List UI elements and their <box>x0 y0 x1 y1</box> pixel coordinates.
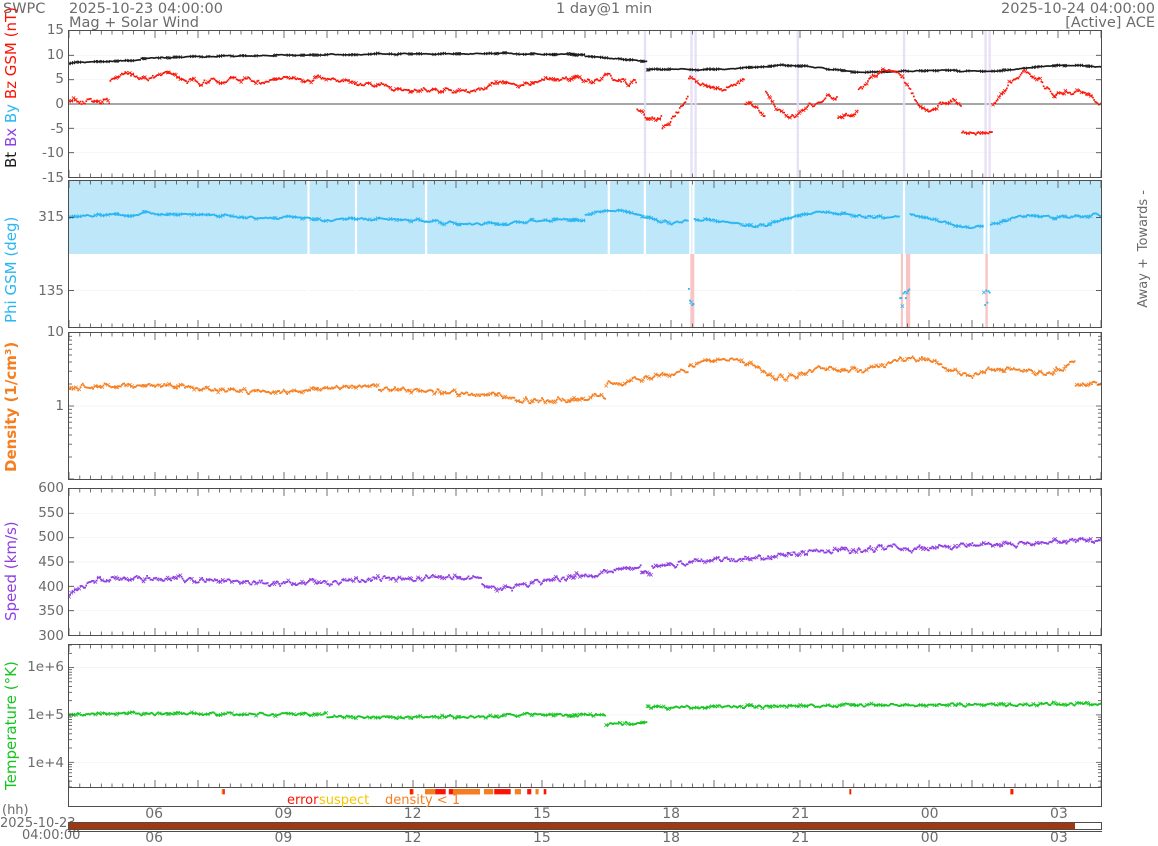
coverage-fill <box>69 823 1076 829</box>
panel-density-yticks: 10 1 <box>0 324 64 480</box>
x-tick-label: 12 <box>403 806 422 822</box>
x-tick-label: 18 <box>662 806 681 822</box>
x-tick-label: 09 <box>274 830 293 846</box>
flag-legend-error: error <box>287 793 319 808</box>
x-tick-label: 06 <box>145 806 164 822</box>
x-tick-label: 21 <box>791 830 810 846</box>
x-tick-label: 15 <box>532 830 551 846</box>
panel-phi-yticks: 315 135 <box>0 180 64 328</box>
x-tick-label: 03 <box>1049 830 1068 846</box>
y-tick-label: -10 <box>41 145 64 162</box>
y-tick-label: -15 <box>41 170 64 186</box>
phi-away-label: Away + <box>1136 258 1151 308</box>
x-tick-label: 00 <box>920 806 939 822</box>
y-tick-label: 300 <box>38 628 64 644</box>
x-axis-labels-top: 06 09 12 15 18 21 00 03 <box>68 806 1102 823</box>
y-tick-label: 10 <box>46 324 64 340</box>
panel-speed-yticks: 600 550 500 450 400 350 300 <box>0 480 64 644</box>
y-tick-label: 550 <box>38 504 64 521</box>
panel-temperature-yticks: 1e+6 1e+5 1e+4 <box>0 644 64 788</box>
ylabel-part-by: By <box>2 99 20 124</box>
y-tick-label: 315 <box>38 209 64 225</box>
panel-temperature <box>68 644 1102 788</box>
flag-legend-suspect: suspect <box>319 793 370 808</box>
ylabel-part-bz: Bz GSM (nT) <box>2 7 20 100</box>
hh-label: (hh) <box>2 803 29 818</box>
x-tick-label: 06 <box>145 830 164 846</box>
y-tick-label: 135 <box>38 283 64 299</box>
x-tick-label: 03 <box>1049 806 1068 822</box>
y-tick-label: 1e+5 <box>27 706 64 723</box>
panel-mag <box>68 30 1102 178</box>
date-label: 2025-10-23 <box>0 816 76 831</box>
y-tick-label: -5 <box>50 120 64 137</box>
panel-density-ylabel: Density (1/cm³) <box>2 341 20 472</box>
y-tick-label: 450 <box>38 554 64 570</box>
panel-phi <box>68 180 1102 328</box>
panel-mag-yticks: 15 10 5 0 -5 -10 -15 <box>0 22 64 186</box>
header: SWPC 2025-10-23 04:00:00 Mag + Solar Win… <box>0 0 1158 31</box>
y-tick-label: 350 <box>38 603 64 620</box>
y-tick-label: 15 <box>46 22 64 38</box>
x-tick-label: 12 <box>403 830 422 846</box>
panel-phi-ylabel: Phi GSM (deg) <box>2 216 20 323</box>
flag-strip <box>68 788 1102 807</box>
y-tick-label: 600 <box>38 480 64 496</box>
ylabel-part-bt: Bt <box>2 147 20 168</box>
panel-mag-ylabel: Bt Bx By Bz GSM (nT) <box>2 7 20 168</box>
y-tick-label: 400 <box>38 578 64 595</box>
y-tick-label: 1e+4 <box>27 754 64 771</box>
x-tick-label: 21 <box>791 806 810 822</box>
panel-speed <box>68 488 1102 636</box>
y-tick-label: 10 <box>46 46 64 63</box>
end-time: 2025-10-24 04:00:00 <box>1001 1 1155 17</box>
coverage-bar <box>68 822 1102 830</box>
phi-towards-label: Towards - <box>1136 190 1151 252</box>
panel-temperature-ylabel: Temperature (°K) <box>2 661 20 790</box>
source-label: [Active] ACE <box>1065 15 1155 31</box>
y-tick-label: 5 <box>55 71 64 88</box>
time-label: 04:00:00 <box>22 828 81 843</box>
cadence-label: 1 day@1 min <box>556 1 653 17</box>
x-tick-label: 18 <box>662 830 681 846</box>
agency-label: SWPC <box>3 1 46 17</box>
ylabel-part-bx: Bx <box>2 123 20 148</box>
y-tick-label: 1 <box>55 398 64 414</box>
x-axis-labels-bottom: 06 09 12 15 18 21 00 03 <box>68 830 1102 846</box>
flag-legend-density: density < 1 <box>385 793 461 808</box>
plot-subtitle: Mag + Solar Wind <box>69 15 199 31</box>
y-tick-label: 1e+6 <box>27 658 64 675</box>
y-tick-label: 0 <box>55 96 64 112</box>
panel-speed-ylabel: Speed (km/s) <box>2 521 20 621</box>
x-tick-label: 00 <box>920 830 939 846</box>
start-time: 2025-10-23 04:00:00 <box>69 1 223 17</box>
x-tick-label: 15 <box>532 806 551 822</box>
panel-density <box>68 332 1102 480</box>
bottom-axis-line <box>68 831 1102 832</box>
x-tick-label: 09 <box>274 806 293 822</box>
y-tick-label: 500 <box>38 529 64 546</box>
